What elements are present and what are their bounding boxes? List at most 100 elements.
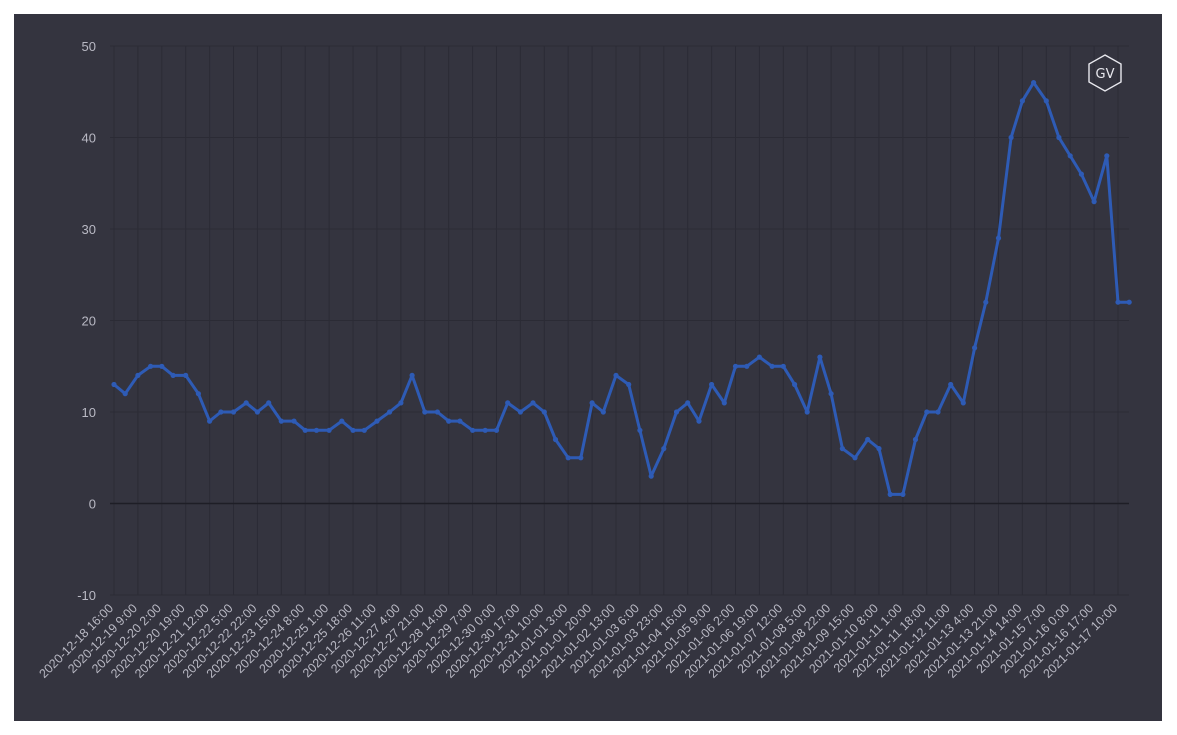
data-point: [995, 235, 1002, 241]
data-point: [1031, 80, 1037, 86]
data-point: [948, 381, 954, 388]
data-point: [1078, 171, 1084, 177]
data-point: [578, 455, 584, 461]
data-point: [313, 427, 320, 433]
data-point: [804, 409, 810, 415]
data-point: [792, 381, 798, 388]
data-point: [852, 455, 858, 461]
data-point: [230, 409, 237, 415]
data-point: [446, 418, 452, 424]
data-point: [613, 372, 619, 378]
data-point: [1043, 98, 1049, 104]
data-point: [302, 427, 308, 433]
data-point: [243, 400, 249, 406]
data-point: [780, 363, 786, 369]
data-point: [482, 427, 488, 433]
data-point: [732, 363, 739, 369]
y-tick-label: 10: [82, 405, 96, 420]
data-point: [1019, 98, 1025, 104]
data-point: [422, 409, 428, 415]
data-point: [865, 436, 871, 443]
data-point: [756, 354, 763, 360]
horizontal-gridlines: [110, 45, 1129, 596]
data-point: [589, 400, 595, 406]
data-point: [661, 446, 667, 452]
data-point: [183, 372, 189, 378]
hexagon-logo-icon: [1088, 54, 1122, 92]
data-point: [505, 400, 511, 406]
data-point: [195, 391, 201, 397]
data-point: [434, 409, 440, 415]
data-point: [541, 409, 547, 415]
data-point: [122, 391, 128, 397]
data-point: [565, 455, 571, 461]
series-line: [113, 81, 1130, 496]
data-point: [637, 427, 643, 433]
data-point: [626, 381, 632, 388]
data-point: [972, 345, 978, 351]
data-point: [361, 427, 367, 433]
data-point: [1104, 153, 1110, 159]
data-point: [769, 363, 775, 369]
data-point: [685, 400, 691, 406]
data-point: [648, 473, 654, 479]
data-point: [935, 409, 941, 415]
data-point: [673, 409, 680, 415]
y-axis: 50 40 30 20 10 0 -10: [77, 39, 96, 603]
data-point: [1056, 134, 1062, 141]
data-point: [374, 418, 380, 424]
data-point: [135, 372, 141, 378]
data-point: [1091, 199, 1097, 205]
data-point: [876, 446, 882, 452]
data-point: [600, 409, 606, 415]
data-point: [111, 381, 117, 388]
data-point: [552, 436, 559, 443]
data-point: [218, 409, 224, 415]
line-chart: 50 40 30 20 10 0 -10 2020-12-18 16:002020-12-1…: [36, 39, 1132, 681]
data-point: [493, 427, 500, 433]
data-point: [1115, 299, 1121, 305]
y-tick-label: 50: [82, 39, 96, 54]
data-point: [1126, 299, 1132, 305]
data-point: [1067, 153, 1073, 159]
y-tick-label: 30: [82, 222, 96, 237]
logo: GV: [1088, 54, 1122, 92]
y-tick-label: 0: [89, 497, 96, 512]
data-point: [912, 436, 919, 443]
series-group: [111, 80, 1132, 497]
data-point: [398, 400, 404, 406]
data-point: [924, 409, 930, 415]
data-point: [960, 400, 966, 406]
data-point: [387, 409, 393, 415]
data-point: [339, 418, 345, 424]
data-point: [828, 391, 834, 397]
data-point: [721, 400, 727, 406]
data-point: [159, 363, 165, 369]
chart-panel: 50 40 30 20 10 0 -10 2020-12-18 16:00 2020-12-1…: [14, 14, 1162, 721]
data-point: [887, 491, 893, 497]
data-point: [817, 354, 823, 360]
data-point: [517, 409, 523, 415]
data-point: [839, 446, 846, 452]
data-point: [170, 372, 176, 378]
data-point: [696, 418, 702, 424]
data-point: [470, 427, 476, 433]
data-point: [291, 418, 297, 424]
data-point: [278, 418, 284, 424]
data-point: [457, 418, 463, 424]
data-point: [900, 491, 906, 497]
data-point: [1008, 134, 1014, 141]
data-point: [530, 400, 536, 406]
data-point: [409, 372, 415, 378]
data-point: [709, 381, 715, 388]
data-point: [254, 409, 260, 415]
data-point: [350, 427, 356, 433]
logo-text: GV: [1096, 67, 1115, 82]
data-point: [326, 427, 332, 433]
data-point: [207, 418, 213, 424]
y-tick-label: 40: [82, 131, 96, 146]
y-tick-label: 20: [82, 314, 96, 329]
y-tick-label: -10: [77, 588, 96, 603]
data-point: [983, 299, 989, 305]
